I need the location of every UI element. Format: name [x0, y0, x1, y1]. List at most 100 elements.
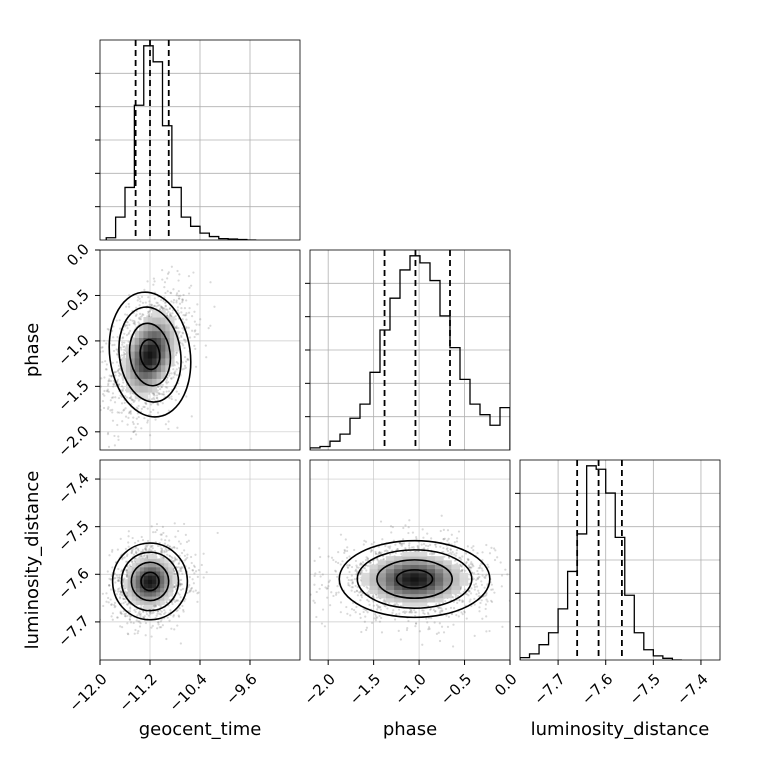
- scatter-point: [122, 354, 125, 357]
- scatter-point: [180, 582, 183, 586]
- density-cell: [143, 575, 149, 580]
- scatter-point: [173, 586, 176, 589]
- scatter-point: [183, 314, 187, 317]
- scatter-point: [192, 582, 195, 585]
- scatter-point: [453, 541, 456, 544]
- scatter-point: [354, 584, 357, 588]
- scatter-point: [345, 556, 349, 559]
- scatter-point: [452, 607, 456, 610]
- scatter-point: [137, 611, 140, 615]
- scatter-point: [173, 572, 176, 575]
- scatter-point: [170, 377, 173, 380]
- scatter-point: [107, 431, 110, 434]
- scatter-point: [104, 360, 107, 363]
- scatter-point: [119, 346, 123, 349]
- scatter-point: [177, 327, 180, 330]
- density-cell: [143, 323, 149, 332]
- scatter-point: [131, 560, 134, 564]
- density-cell: [147, 378, 153, 386]
- scatter-point: [174, 558, 177, 561]
- scatter-point: [179, 294, 182, 297]
- scatter-point: [485, 630, 488, 633]
- scatter-point: [116, 352, 119, 356]
- scatter-point: [389, 545, 392, 548]
- scatter-point: [121, 556, 124, 559]
- scatter-point: [472, 549, 475, 552]
- scatter-point: [402, 538, 405, 541]
- scatter-point: [110, 615, 113, 618]
- scatter-point: [156, 403, 159, 406]
- scatter-point: [446, 547, 449, 550]
- scatter-point: [150, 525, 153, 528]
- scatter-point: [191, 569, 194, 572]
- scatter-point: [126, 614, 129, 618]
- scatter-point: [169, 291, 172, 294]
- scatter-point: [339, 611, 342, 614]
- scatter-point: [130, 397, 133, 400]
- scatter-point: [183, 554, 187, 557]
- density-cell: [160, 583, 165, 589]
- scatter-point: [173, 585, 177, 589]
- density-cell: [156, 378, 162, 386]
- density-cell: [156, 364, 162, 373]
- scatter-point: [163, 551, 166, 554]
- scatter-point: [159, 605, 162, 609]
- scatter-point: [178, 582, 182, 585]
- scatter-point: [444, 607, 448, 611]
- scatter-point: [442, 528, 445, 531]
- scatter-point: [122, 351, 126, 354]
- scatter-point: [110, 329, 114, 332]
- scatter-point: [175, 373, 179, 377]
- scatter-point: [164, 547, 167, 551]
- scatter-point: [128, 323, 131, 326]
- scatter-point: [181, 318, 184, 321]
- scatter-point: [170, 265, 173, 268]
- scatter-point: [151, 392, 154, 395]
- scatter-point: [109, 578, 112, 581]
- scatter-point: [430, 537, 433, 540]
- scatter-point: [160, 392, 163, 396]
- scatter-point: [130, 398, 133, 401]
- scatter-point: [488, 552, 492, 555]
- scatter-point: [204, 344, 207, 347]
- density-cell: [152, 317, 158, 325]
- scatter-point: [180, 583, 183, 586]
- density-cell: [160, 364, 166, 373]
- scatter-point: [159, 533, 162, 536]
- scatter-point: [105, 389, 108, 392]
- scatter-point: [190, 415, 193, 418]
- density-cell: [160, 579, 165, 585]
- scatter-point: [381, 555, 385, 558]
- scatter-point: [121, 597, 125, 600]
- scatter-point: [109, 598, 112, 601]
- scatter-point: [364, 615, 367, 618]
- scatter-point: [426, 621, 429, 624]
- scatter-point: [181, 332, 185, 335]
- scatter-point: [102, 393, 105, 396]
- scatter-point: [113, 444, 116, 447]
- scatter-point: [136, 407, 139, 410]
- scatter-point: [120, 348, 123, 351]
- scatter-point: [408, 546, 411, 549]
- scatter-point: [177, 561, 181, 565]
- scatter-point: [504, 568, 507, 571]
- scatter-point: [160, 385, 163, 389]
- histogram-step-line: [105, 45, 257, 240]
- scatter-point: [174, 399, 177, 402]
- density-cell: [143, 566, 149, 572]
- scatter-point: [173, 522, 176, 525]
- scatter-point: [360, 630, 363, 634]
- scatter-point: [475, 578, 478, 582]
- scatter-point: [193, 320, 196, 323]
- scatter-point: [184, 558, 188, 561]
- scatter-point: [442, 538, 445, 541]
- density-cell: [168, 571, 173, 576]
- scatter-point: [153, 605, 156, 609]
- scatter-point: [181, 342, 184, 345]
- scatter-point: [161, 525, 164, 528]
- scatter-point: [171, 309, 174, 312]
- scatter-point: [106, 570, 109, 573]
- scatter-point: [453, 559, 457, 562]
- scatter-point: [193, 564, 196, 567]
- scatter-point: [405, 610, 408, 614]
